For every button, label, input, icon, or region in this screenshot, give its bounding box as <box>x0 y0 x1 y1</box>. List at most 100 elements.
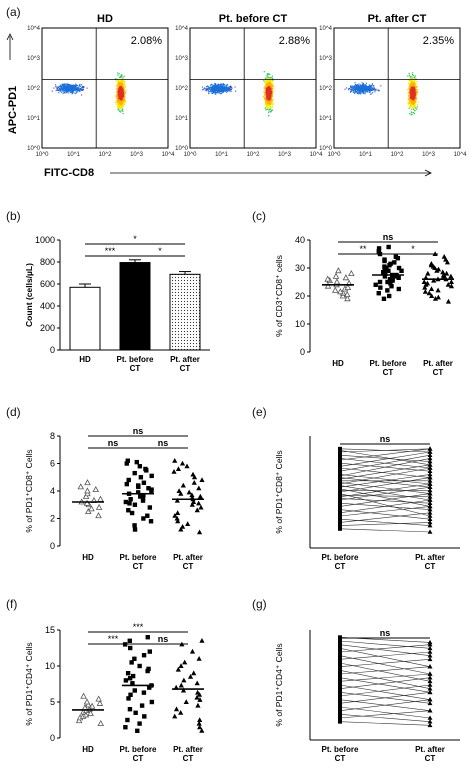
flow-event-dot <box>410 77 412 79</box>
flow-event-dot <box>364 88 366 90</box>
flow-event-dot <box>124 92 126 94</box>
data-point-triangle <box>185 521 191 526</box>
flow-event-dot <box>211 92 213 94</box>
y-tick-label: 10^0 <box>319 146 332 152</box>
paired-line <box>339 482 431 494</box>
flow-event-dot <box>81 86 83 88</box>
data-point-square <box>386 293 392 299</box>
flow-event-dot <box>353 85 355 87</box>
data-point-square <box>338 504 342 509</box>
flow-event-dot <box>116 106 119 108</box>
data-point-square <box>125 717 130 723</box>
y-tick-label: 10^1 <box>27 116 40 122</box>
flow-event-dot <box>410 111 412 113</box>
category-label: CT <box>133 754 144 763</box>
data-point-triangle <box>427 653 433 658</box>
data-point-triangle <box>427 459 433 464</box>
flow-event-dot <box>226 90 228 92</box>
flow-event-dot <box>412 93 414 95</box>
flow-event-dot <box>416 93 418 95</box>
flow-event-dot <box>265 78 267 80</box>
flow-event-dot <box>72 90 74 92</box>
flow-event-dot <box>210 86 212 88</box>
flow-event-dot <box>267 76 269 78</box>
flow-event-dot <box>220 90 222 92</box>
flow-event-dot <box>221 86 223 88</box>
flow-event-dot <box>222 83 224 85</box>
data-point-triangle-open <box>88 505 95 512</box>
data-point-triangle-open <box>84 479 91 486</box>
flow-event-dot <box>267 73 269 76</box>
data-point-square <box>396 265 402 271</box>
flow-event-dot <box>364 84 366 86</box>
flow-event-dot <box>407 92 409 94</box>
data-point-triangle <box>427 510 433 515</box>
data-point-triangle-open <box>95 695 102 702</box>
flow-event-dot <box>367 91 369 93</box>
flow-event-dot <box>116 80 118 82</box>
data-point-triangle <box>180 482 186 488</box>
flow-event-dot <box>224 90 226 92</box>
flow-event-dot <box>365 82 367 84</box>
flow-event-dot <box>121 97 123 100</box>
significance-label: *** <box>133 622 144 632</box>
data-point-square <box>338 464 342 469</box>
flow-event-dot <box>217 83 219 85</box>
y-tick-label: 40 <box>295 235 305 245</box>
flow-event-dot <box>269 88 272 90</box>
flow-event-dot <box>267 80 269 82</box>
flow-event-dot <box>354 91 356 93</box>
flow-event-dot <box>201 89 203 91</box>
flow-event-dot <box>267 93 269 95</box>
flow-event-dot <box>79 89 81 91</box>
flow-event-dot <box>116 82 119 84</box>
flow-event-dot <box>207 88 209 90</box>
data-point-triangle <box>427 656 433 662</box>
flow-event-dot <box>119 89 121 91</box>
y-tick-label: 10 <box>45 661 55 671</box>
data-point-square <box>138 494 143 499</box>
flow-event-dot <box>354 86 356 88</box>
flow-event-dot <box>266 88 268 90</box>
flow-event-dot <box>68 85 70 87</box>
flow-event-dot <box>412 91 414 93</box>
flow-event-dot <box>220 93 222 95</box>
flow-event-dot <box>362 89 364 91</box>
paired-line <box>339 493 431 517</box>
flow-event-dot <box>212 92 214 94</box>
flow-event-dot <box>121 84 123 86</box>
flow-event-dot <box>211 89 213 91</box>
flow-event-dot <box>120 83 122 85</box>
flow-event-dot <box>116 92 118 94</box>
y-tick-label: 0 <box>300 347 305 357</box>
flow-event-dot <box>369 91 371 93</box>
data-point-square <box>338 650 342 654</box>
flow-event-dot <box>79 89 81 91</box>
data-point-triangle-open <box>97 719 105 726</box>
flow-event-dot <box>122 81 124 83</box>
data-point-square <box>143 466 148 472</box>
flow-event-dot <box>366 88 368 90</box>
flow-event-dot <box>122 83 124 85</box>
flow-event-dot <box>410 95 412 97</box>
flow-event-dot <box>119 88 121 90</box>
data-point-triangle-open <box>344 283 352 291</box>
data-point-square <box>124 481 130 487</box>
flow-event-dot <box>270 110 272 112</box>
flow-event-dot <box>121 90 123 92</box>
flow-event-dot <box>119 90 121 92</box>
flow-event-dot <box>218 90 220 92</box>
flow-event-dot <box>120 90 122 93</box>
flow-event-dot <box>264 93 266 95</box>
data-point-square <box>132 656 137 661</box>
flow-event-dot <box>350 91 352 93</box>
flow-event-dot <box>115 95 117 97</box>
data-point-square <box>338 719 342 724</box>
flow-event-dot <box>414 97 416 99</box>
y-tick-label: 30 <box>295 263 305 273</box>
flow-event-dot <box>78 86 80 88</box>
data-point-triangle <box>427 468 433 473</box>
flow-event-dot <box>73 88 75 90</box>
flow-event-dot <box>221 91 223 93</box>
paired-line <box>339 648 431 667</box>
